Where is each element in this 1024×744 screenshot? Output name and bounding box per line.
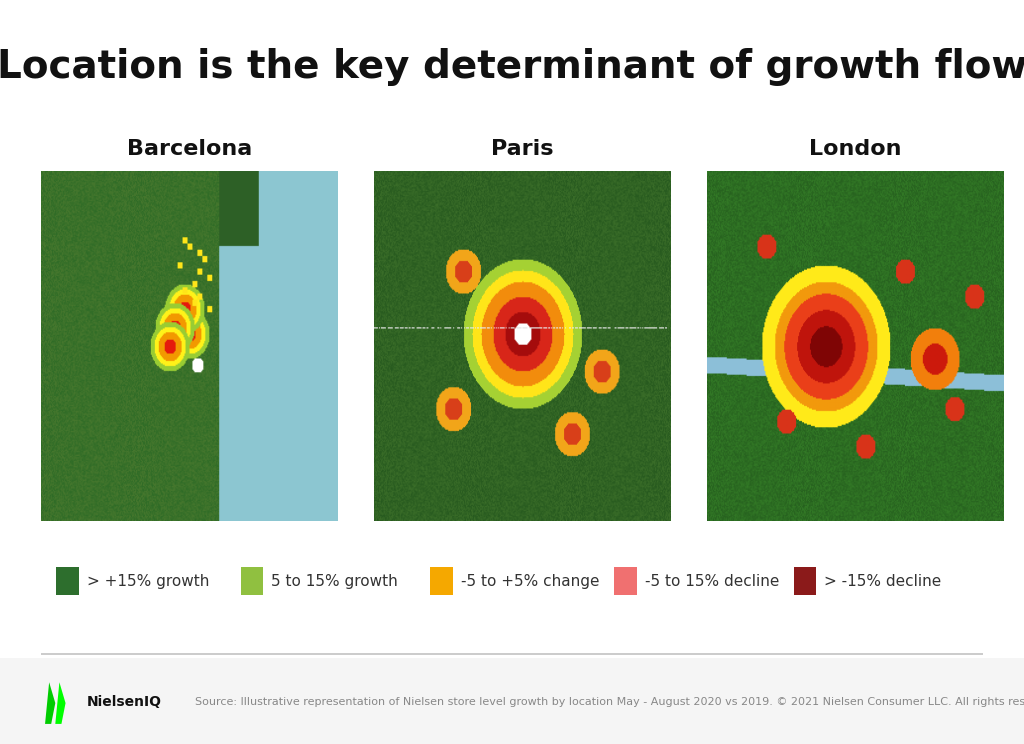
Text: NielsenIQ: NielsenIQ	[87, 695, 162, 708]
Text: Barcelona: Barcelona	[127, 139, 252, 158]
Text: > -15% decline: > -15% decline	[824, 574, 942, 589]
Text: Location is the key determinant of growth flow: Location is the key determinant of growt…	[0, 48, 1024, 86]
Polygon shape	[45, 682, 55, 724]
Text: > +15% growth: > +15% growth	[87, 574, 210, 589]
Text: -5 to 15% decline: -5 to 15% decline	[645, 574, 779, 589]
Text: 5 to 15% growth: 5 to 15% growth	[271, 574, 398, 589]
Text: Paris: Paris	[490, 139, 554, 158]
Text: Source: Illustrative representation of Nielsen store level growth by location Ma: Source: Illustrative representation of N…	[195, 696, 1024, 707]
Text: -5 to +5% change: -5 to +5% change	[461, 574, 599, 589]
Text: London: London	[809, 139, 901, 158]
Polygon shape	[55, 682, 66, 724]
